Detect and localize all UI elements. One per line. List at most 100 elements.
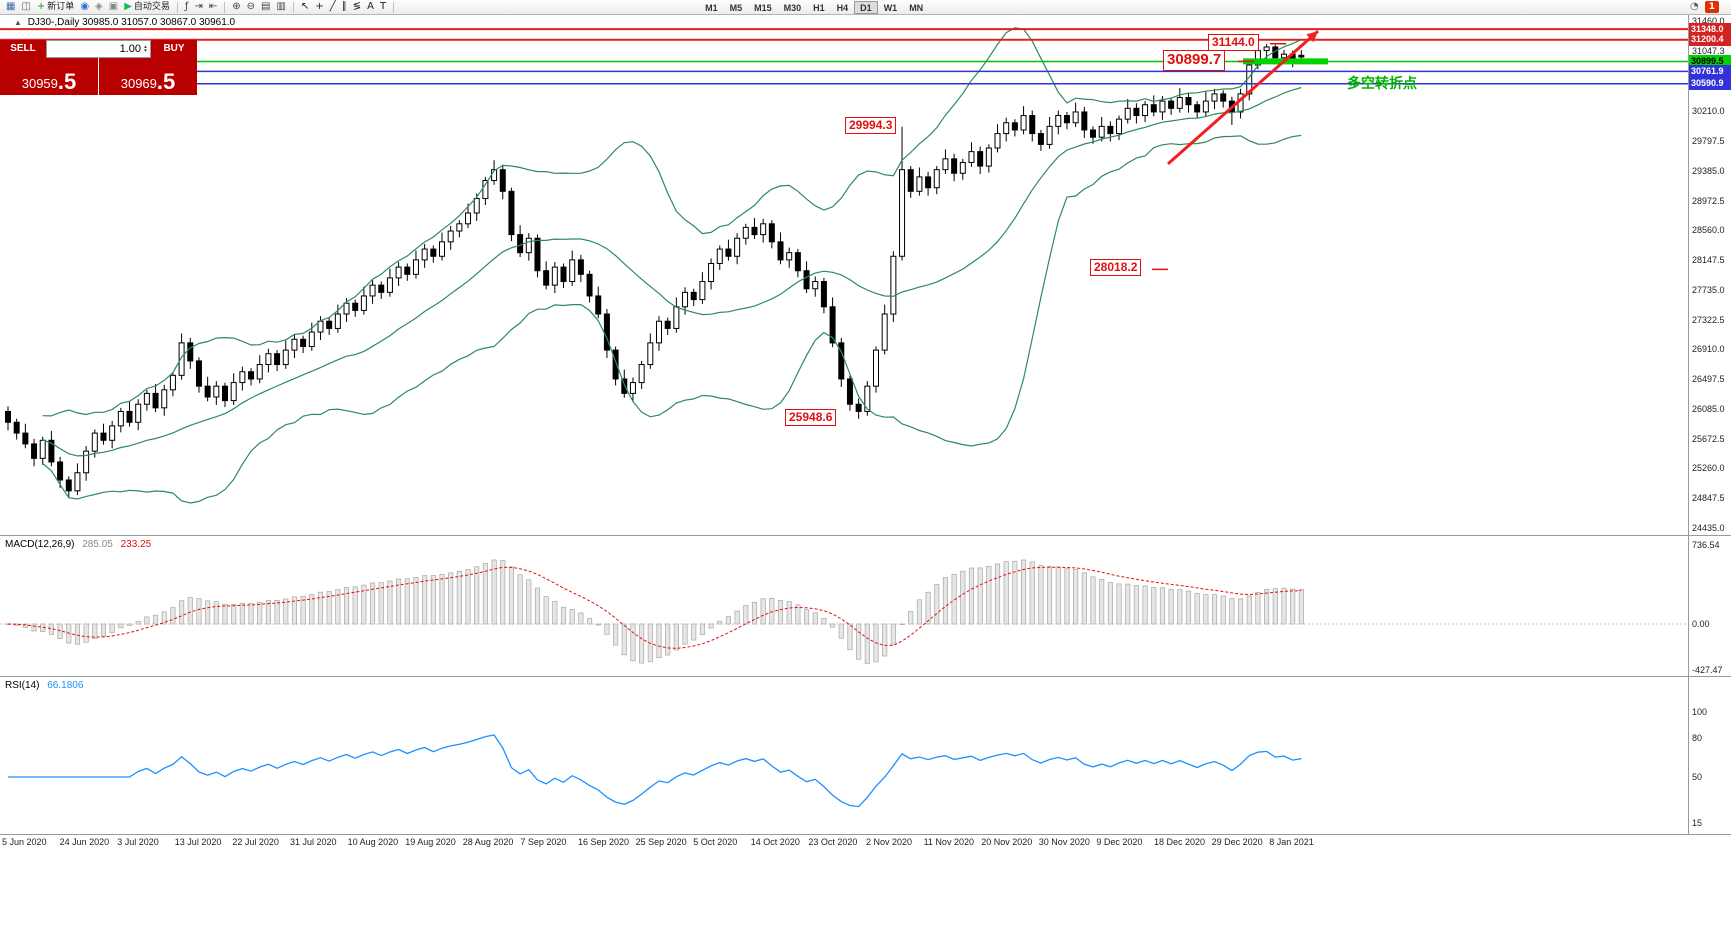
new-order-button[interactable]: + 新订单: [35, 1, 76, 14]
grid-icon[interactable]: ▤: [259, 1, 272, 14]
autotrade-button-label: 自动交易: [133, 2, 170, 12]
spin-down-icon[interactable]: ▼: [143, 48, 148, 54]
channel-icon: ∥: [341, 1, 347, 12]
date-label: 8 Jan 2021: [1269, 837, 1314, 847]
trade-price-row: 30959 .5 30969 .5: [0, 58, 197, 95]
timeframe-mn[interactable]: MN: [909, 2, 924, 13]
sell-price-big: .5: [57, 69, 77, 94]
price-tag: 30761.9: [1689, 64, 1731, 78]
cursor-icon[interactable]: ↖: [299, 1, 311, 14]
volume-stepper[interactable]: ▲ ▼: [143, 44, 148, 54]
timeframe-d1[interactable]: D1: [854, 0, 878, 14]
tile-windows-icon[interactable]: ▥: [274, 1, 287, 14]
fibonacci-icon: ≶: [352, 1, 362, 12]
macd-tick: 736.54: [1692, 540, 1720, 550]
fibonacci-icon[interactable]: ≶: [351, 1, 363, 14]
price-tick: 24435.0: [1692, 522, 1725, 533]
timeframe-h1[interactable]: H1: [813, 2, 825, 13]
text-icon[interactable]: T: [378, 1, 388, 14]
buy-price[interactable]: 30969 .5: [99, 58, 197, 95]
terminal-icon[interactable]: ▣: [107, 1, 120, 14]
timeframe-m15[interactable]: M15: [754, 2, 772, 13]
date-label: 5 Oct 2020: [693, 837, 738, 847]
timeframe-m5[interactable]: M5: [729, 2, 743, 13]
timeframe-m1[interactable]: M1: [705, 2, 718, 13]
chart-shift-icon[interactable]: ⇥: [192, 1, 204, 14]
new-order-button-label: 新订单: [47, 2, 75, 12]
sell-price[interactable]: 30959 .5: [0, 58, 98, 95]
crosshair-icon[interactable]: +: [313, 1, 325, 14]
date-label: 16 Sep 2020: [578, 837, 630, 847]
date-label: 14 Oct 2020: [750, 837, 800, 847]
price-annotation[interactable]: 25948.6: [785, 408, 837, 426]
price-tick: 26085.0: [1692, 403, 1725, 414]
text-label-icon: A: [367, 1, 374, 12]
spin-up-icon[interactable]: ▲: [143, 44, 148, 50]
timeframe-m30[interactable]: M30: [783, 2, 802, 13]
new-order-icon: +: [36, 1, 46, 12]
terminal-icon: ▣: [108, 1, 119, 12]
date-label: 2 Nov 2020: [866, 837, 913, 847]
chart-window-icon[interactable]: ▦: [4, 1, 17, 14]
price-tick: 29385.0: [1692, 165, 1725, 176]
toolbar: ▦ ◫ + 新订单 ◉ ◈ ▣ ▶ 自动交易 ƒ ⇥ ⇤ ⊕ ⊖ ▤ ▥ ↖ + ╱ ∥ ≶ A T M1 M5 M15 M30 H…: [0, 0, 1731, 15]
toolbar-left-group: ▦ ◫ + 新订单 ◉ ◈ ▣ ▶ 自动交易 ƒ ⇥ ⇤ ⊕ ⊖ ▤ ▥ ↖ + ╱ ∥ ≶ A T: [4, 1, 397, 14]
buy-button[interactable]: BUY: [151, 40, 197, 58]
cursor-icon: ↖: [300, 1, 310, 12]
trendline-icon: ╱: [329, 1, 336, 12]
indicators-icon[interactable]: ƒ: [183, 1, 191, 14]
price-tick: 30210.0: [1692, 106, 1725, 117]
cn-note-label[interactable]: 多空转折点: [1347, 74, 1417, 91]
autotrade-icon: ▶: [124, 1, 132, 12]
auto-scroll-icon[interactable]: ⇤: [207, 1, 219, 14]
text-label-icon[interactable]: A: [365, 1, 376, 14]
rsi-tick: 15: [1692, 817, 1703, 828]
price-tick: 28147.5: [1692, 255, 1725, 266]
trade-top-row: SELL 1.00 ▲ ▼ BUY: [0, 40, 197, 58]
date-label: 19 Aug 2020: [405, 837, 456, 847]
price-tick: 25260.0: [1692, 463, 1725, 474]
date-label: 3 Jul 2020: [117, 837, 159, 847]
price-annotation[interactable]: 30899.7: [1163, 49, 1226, 71]
timeframe-h4[interactable]: H4: [836, 2, 849, 13]
macd-name: MACD(12,26,9): [5, 539, 75, 550]
notification-badge[interactable]: 1: [1704, 1, 1719, 13]
date-label: 24 Jun 2020: [59, 837, 110, 847]
zoom-in-icon[interactable]: ⊕: [230, 1, 242, 14]
channel-icon[interactable]: ∥: [340, 1, 349, 14]
date-label: 31 Jul 2020: [290, 837, 337, 847]
profile-icon[interactable]: ◫: [19, 1, 32, 14]
data-window-icon[interactable]: ◈: [93, 1, 105, 14]
price-tick: 28972.5: [1692, 195, 1725, 206]
crosshair-icon: +: [315, 1, 324, 12]
price-tick: 28560.0: [1692, 225, 1725, 236]
market-watch-icon[interactable]: ◉: [78, 1, 91, 14]
auto-scroll-icon: ⇤: [208, 1, 218, 12]
trendline-icon[interactable]: ╱: [328, 1, 338, 14]
toolbar-separator: [292, 1, 294, 13]
volume-input[interactable]: 1.00 ▲ ▼: [46, 40, 151, 58]
trend-arrow[interactable]: [1167, 29, 1319, 166]
toolbar-separator: [224, 1, 226, 13]
price-annotation[interactable]: 31144.0: [1208, 33, 1259, 51]
date-label: 29 Dec 2020: [1211, 837, 1263, 847]
price-annotation[interactable]: 28018.2: [1090, 259, 1142, 277]
data-window-icon: ◈: [95, 1, 103, 12]
autotrade-button[interactable]: ▶ 自动交易: [122, 1, 172, 14]
zoom-out-icon[interactable]: ⊖: [245, 1, 257, 14]
date-label: 20 Nov 2020: [981, 837, 1033, 847]
symbol-icon: ▲: [14, 18, 22, 27]
buy-price-big: .5: [156, 69, 176, 94]
text-icon: T: [379, 1, 387, 12]
tile-windows-icon: ▥: [276, 1, 286, 12]
price-annotation[interactable]: 29994.3: [845, 116, 897, 134]
alerts-icon[interactable]: ◔: [1688, 1, 1701, 14]
trend-arrow-head: [1306, 31, 1318, 43]
price-tick: 26910.0: [1692, 344, 1725, 355]
timeframe-w1[interactable]: W1: [883, 2, 898, 13]
price-tag: 30899.5: [1689, 54, 1731, 68]
volume-value: 1.00: [119, 43, 142, 55]
sell-button[interactable]: SELL: [0, 40, 46, 58]
